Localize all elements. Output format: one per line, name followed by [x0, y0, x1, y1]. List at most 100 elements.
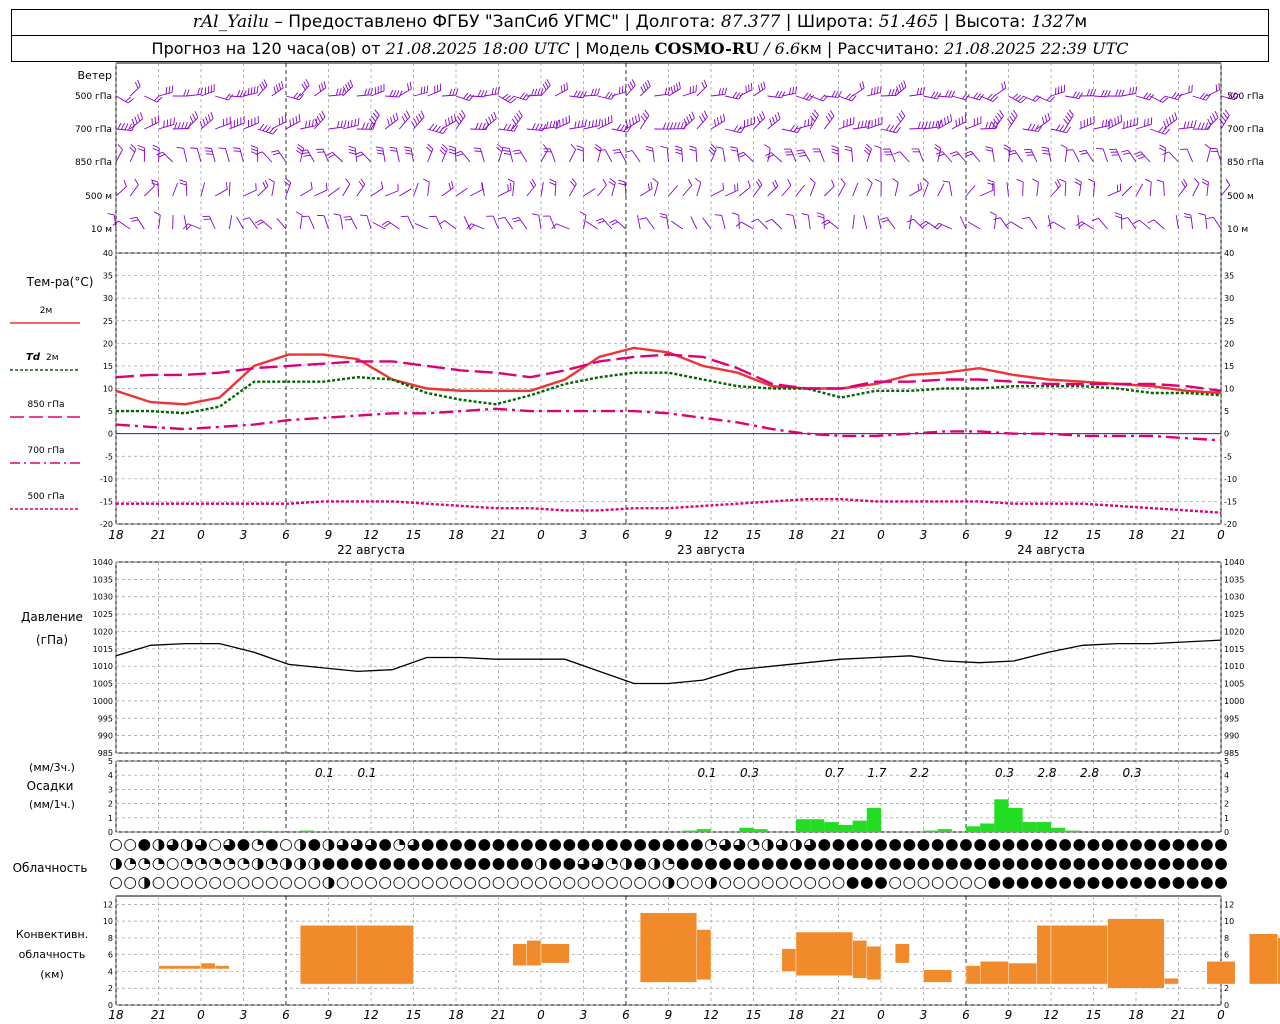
- wind-barb-feather: [1054, 181, 1059, 189]
- cloud-icon: [1016, 858, 1029, 870]
- wind-barb: [585, 221, 598, 230]
- cloud-icon: [166, 858, 179, 870]
- wind-barb-feather: [637, 113, 641, 121]
- convective-ytick-left: 12: [103, 900, 113, 909]
- wind-barb-feather: [310, 181, 313, 189]
- wind-barb-feather: [1121, 149, 1129, 153]
- wind-barb-feather: [1066, 112, 1072, 119]
- wind-barb: [370, 115, 380, 130]
- wind-barb-feather: [174, 122, 178, 130]
- wind-barb-feather: [404, 149, 412, 152]
- wind-barb-feather: [893, 151, 901, 155]
- precip-bar: [866, 807, 881, 832]
- precip-bar: [739, 827, 754, 832]
- wind-barb: [1008, 95, 1021, 104]
- wind-barb-feather: [326, 183, 328, 191]
- wind-barb-feather: [225, 93, 231, 100]
- convective-box: [979, 961, 1009, 985]
- wind-barb-feather: [1047, 221, 1054, 227]
- wind-barb-feather: [628, 119, 632, 127]
- wind-barb: [852, 182, 859, 197]
- x-tick-hour: 18: [1128, 1008, 1144, 1022]
- wind-barb-feather: [1065, 115, 1071, 122]
- wind-barb-feather: [426, 146, 433, 153]
- wind-barb-feather: [166, 119, 169, 127]
- wind-barb: [187, 223, 202, 230]
- forecast-start: 21.08.2025 18:00 UTC: [385, 39, 570, 58]
- wind-barb-feather: [699, 115, 704, 123]
- cloud-icon: [308, 877, 321, 889]
- wind-barb-feather: [811, 112, 817, 119]
- wind-barb-feather: [607, 92, 613, 99]
- wind-barb-feather: [827, 112, 833, 120]
- wind-barb: [172, 128, 189, 130]
- wind-barb: [690, 216, 698, 230]
- wind-barb-feather: [112, 220, 119, 226]
- wind-barb: [1107, 190, 1121, 197]
- wind-barb-feather: [640, 115, 646, 122]
- cloud-icon: [662, 839, 675, 851]
- x-tick-date: 22 августа: [337, 543, 405, 557]
- wind-barb: [498, 189, 512, 197]
- wind-barb-feather: [512, 149, 520, 152]
- cloud-icon: [818, 877, 831, 889]
- wind-barb-feather: [976, 93, 982, 100]
- wind-barb: [1220, 95, 1235, 101]
- wind-barb-feather: [825, 115, 831, 123]
- cloud-icon: [1115, 839, 1128, 851]
- wind-barb: [504, 217, 514, 230]
- wind-barb-feather: [920, 182, 923, 190]
- wind-barb-feather: [156, 151, 163, 156]
- wind-barb-feather: [851, 95, 857, 102]
- wind-barb: [583, 125, 600, 130]
- x-tick-hour: 21: [491, 528, 506, 542]
- wind-barb-feather: [451, 180, 454, 188]
- cloud-icon: [1045, 877, 1057, 889]
- cloud-icon: [450, 839, 462, 851]
- wind-barb-feather: [154, 116, 157, 124]
- wind-barb-feather: [667, 87, 671, 95]
- wind-barb-feather: [365, 122, 369, 130]
- wind-barb-feather: [796, 149, 804, 152]
- wind-barb-feather: [864, 120, 867, 128]
- precip-3h-label: 0.7: [825, 766, 844, 780]
- pressure-ytick-right: 1030: [1224, 593, 1244, 602]
- wind-barb-feather: [284, 114, 287, 122]
- wind-barb-feather: [1059, 125, 1065, 132]
- wind-barb: [824, 185, 835, 197]
- wind-barb: [158, 124, 174, 130]
- wind-barb-feather: [463, 92, 469, 99]
- precip-unit-3h: (мм/3ч.): [29, 761, 75, 774]
- temperature-ytick-left: 30: [103, 294, 113, 303]
- precip-3h-label: 2.8: [1080, 766, 1099, 780]
- wind-barb-feather: [537, 88, 541, 96]
- wind-barb: [1192, 183, 1200, 197]
- wind-barb: [993, 115, 1004, 130]
- wind-barb-feather: [343, 216, 351, 218]
- wind-barb-feather: [124, 123, 129, 131]
- wind-barb-feather: [669, 122, 674, 130]
- wind-barb: [360, 151, 372, 163]
- wind-barb-feather: [435, 125, 441, 132]
- wind-level-label-left: 850 гПа: [75, 158, 112, 168]
- cloud-icon: [931, 858, 944, 870]
- cloud-icon-fill: [300, 839, 306, 851]
- precip-ytick-right: 5: [1224, 757, 1229, 766]
- wind-barb-feather: [344, 218, 352, 221]
- wind-barb-feather: [688, 113, 693, 121]
- wind-barb: [162, 151, 173, 163]
- convective-ytick-right: 8: [1224, 934, 1229, 943]
- wind-barb: [200, 90, 215, 97]
- wind-barb-feather: [581, 120, 584, 128]
- wind-barb-feather: [1004, 221, 1011, 227]
- wind-barb-feather: [374, 109, 380, 116]
- cloud-icon-fill: [796, 839, 802, 851]
- wind-level-label-right: 700 гПа: [1227, 125, 1264, 135]
- wind-barb-feather: [894, 88, 898, 96]
- precip-bar: [753, 829, 768, 832]
- pressure-ytick-right: 1040: [1224, 558, 1244, 567]
- wind-barb: [1178, 184, 1188, 197]
- wind-barb: [285, 95, 300, 101]
- wind-barb-feather: [542, 83, 547, 91]
